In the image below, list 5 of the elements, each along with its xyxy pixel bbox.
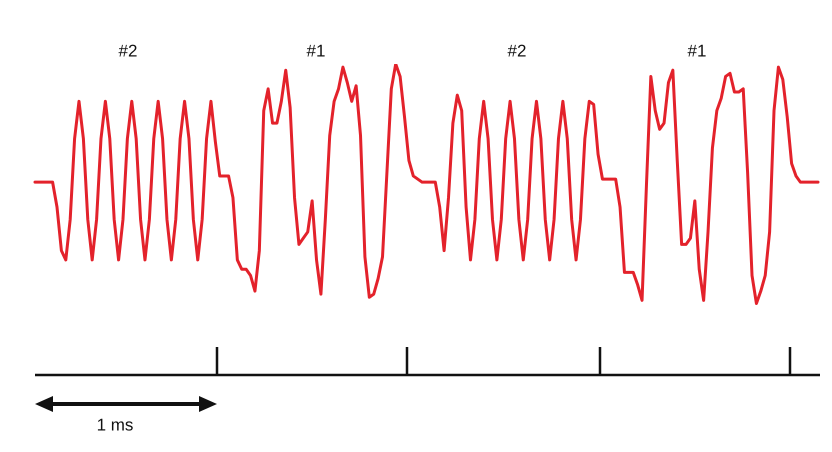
text: #2: [118, 42, 138, 61]
text: 1 ms: [96, 416, 134, 435]
text: #1: [306, 42, 326, 61]
text: #2: [508, 42, 526, 61]
text: #1: [688, 42, 706, 61]
